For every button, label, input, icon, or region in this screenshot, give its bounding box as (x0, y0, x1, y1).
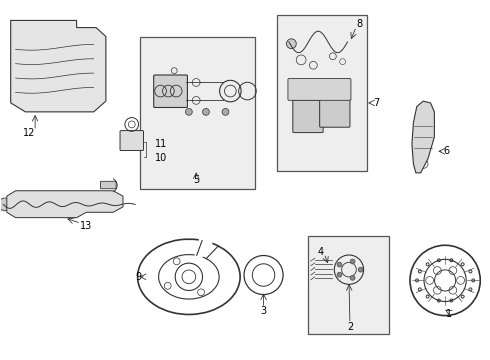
Text: 12: 12 (23, 129, 35, 138)
Polygon shape (412, 101, 435, 173)
Circle shape (93, 202, 99, 207)
FancyBboxPatch shape (277, 15, 367, 171)
Circle shape (287, 39, 296, 49)
Polygon shape (7, 191, 123, 218)
Circle shape (185, 108, 192, 115)
Circle shape (47, 202, 53, 207)
Text: 7: 7 (374, 98, 380, 108)
Text: 2: 2 (347, 322, 353, 332)
FancyBboxPatch shape (120, 131, 144, 150)
Polygon shape (11, 21, 106, 112)
Circle shape (350, 275, 355, 280)
Text: 3: 3 (261, 306, 267, 316)
Circle shape (337, 272, 342, 277)
Circle shape (27, 202, 33, 207)
Text: 13: 13 (80, 221, 93, 231)
Circle shape (350, 259, 355, 264)
FancyBboxPatch shape (319, 95, 350, 127)
Circle shape (222, 108, 229, 115)
Circle shape (0, 198, 11, 211)
Circle shape (38, 75, 47, 84)
Text: 1: 1 (446, 310, 452, 319)
FancyBboxPatch shape (140, 37, 255, 189)
Text: 9: 9 (136, 272, 142, 282)
FancyBboxPatch shape (288, 78, 351, 100)
FancyBboxPatch shape (293, 100, 323, 132)
Text: 11: 11 (155, 139, 167, 149)
Text: 10: 10 (155, 153, 167, 163)
Text: 5: 5 (193, 175, 199, 185)
Text: 4: 4 (318, 247, 324, 257)
Text: 8: 8 (357, 19, 363, 29)
Circle shape (72, 97, 81, 105)
Circle shape (202, 108, 209, 115)
Circle shape (337, 262, 342, 267)
Circle shape (358, 267, 363, 272)
FancyBboxPatch shape (154, 75, 187, 108)
FancyBboxPatch shape (308, 235, 389, 334)
Circle shape (60, 90, 69, 98)
Circle shape (71, 202, 77, 207)
Text: 6: 6 (443, 146, 450, 156)
FancyBboxPatch shape (100, 181, 116, 189)
